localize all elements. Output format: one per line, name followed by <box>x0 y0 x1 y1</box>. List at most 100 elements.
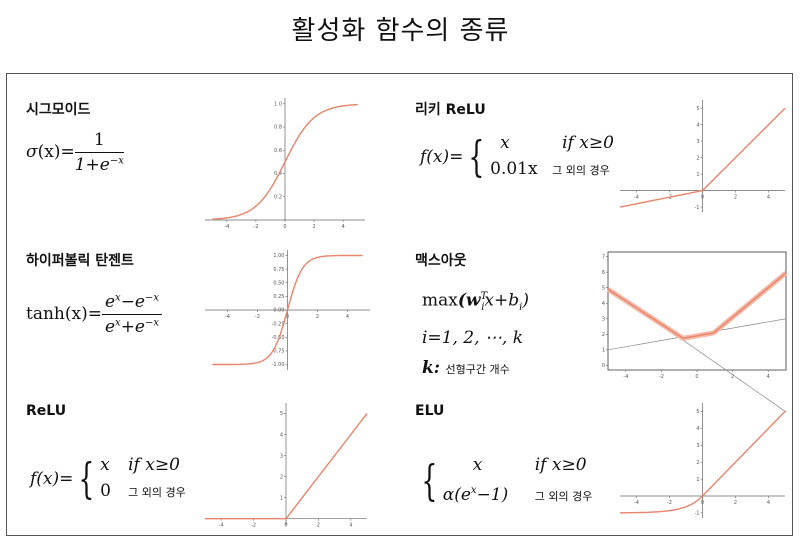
y-tick-label: 5 <box>696 409 699 415</box>
y-tick-label: 5 <box>602 285 605 291</box>
y-tick-label: 1 <box>696 172 699 178</box>
sigmoid-numerator: 1 <box>74 130 124 153</box>
leaky-relu-label: 리키 ReLU <box>415 102 486 118</box>
y-tick-label: 2 <box>696 155 699 161</box>
x-tick-label: -2 <box>667 500 672 506</box>
leaky-relu-curve <box>619 107 786 208</box>
y-tick-label: 3 <box>602 316 605 322</box>
y-tick-label: 1.00 <box>273 253 284 259</box>
maxout-sub: i <box>481 302 485 314</box>
y-tick-label: 5 <box>280 411 283 417</box>
y-tick-label: -1 <box>695 205 700 211</box>
tanh-formula: tanh(x)= ex−e−x ex+e−x <box>26 292 163 337</box>
elu-brace: { <box>421 455 438 505</box>
maxout-label: 맥스아웃 <box>415 253 467 269</box>
leaky-relu-formula: f(x)={ x if x≥0 0.01x 그 외의 경우 <box>420 130 614 184</box>
y-tick-label: 6 <box>602 270 605 276</box>
sigmoid-den-exp: −x <box>109 155 124 167</box>
y-tick-label: -0.25 <box>272 321 285 327</box>
leaky-relu-case2-value: 0.01x <box>490 159 538 179</box>
y-tick-label: 1 <box>696 477 699 483</box>
relu-cases: x if x≥0 0 그 외의 경우 <box>100 452 186 506</box>
y-tick-label: 3 <box>696 139 699 145</box>
x-tick-label: 2 <box>316 314 319 320</box>
plot-frame <box>607 251 787 371</box>
elu-case1-cond: if x≥0 <box>534 455 587 475</box>
leaky-relu-case1-value: x <box>500 133 510 153</box>
x-tick-label: -2 <box>253 224 258 230</box>
leaky-relu-case1-cond: if x≥0 <box>562 133 614 153</box>
sigmoid-den-base: 1+e <box>74 155 110 175</box>
x-tick-label: -4 <box>634 195 639 201</box>
x-tick-label: -4 <box>225 314 230 320</box>
sigmoid-label: 시그모이드 <box>26 102 91 118</box>
sigmoid-formula: σ(x)= 1 1+e−x <box>26 130 124 175</box>
y-tick-label: 3 <box>280 453 283 459</box>
x-tick-label: -4 <box>224 224 229 230</box>
elu-case2-b: −1) <box>476 484 509 505</box>
leaky-relu-case2-cond: 그 외의 경우 <box>552 164 610 177</box>
x-tick-label: 2 <box>312 224 315 230</box>
tanh-den-exp2: −x <box>145 317 160 329</box>
y-tick-label: 2 <box>696 460 699 466</box>
relu-case2-value: 0 <box>100 481 111 501</box>
y-tick-label: 0.50 <box>273 280 284 286</box>
relu-case1-value: x <box>100 455 110 475</box>
elu-curve <box>620 411 786 514</box>
maxout-k-desc: 선형구간 개수 <box>445 363 510 377</box>
tanh-den-a: e <box>104 317 116 337</box>
relu-case1-cond: if x≥0 <box>128 455 180 475</box>
maxout-line1: max(wTix+bi) <box>422 282 529 323</box>
sigmoid-denominator: 1+e−x <box>75 153 124 175</box>
elu-cases: x if x≥0 α(ex−1) 그 외의 경우 <box>443 452 593 510</box>
x-tick-label: -4 <box>634 500 639 506</box>
relu-label: ReLU <box>26 403 67 419</box>
maxout-k: k: <box>422 358 441 379</box>
tanh-fraction: ex−e−x ex+e−x <box>101 292 163 337</box>
leaky-relu-cases: x if x≥0 0.01x 그 외의 경우 <box>490 130 614 184</box>
x-tick-label: 0 <box>701 195 704 201</box>
tanh-label: 하이퍼볼릭 탄젠트 <box>26 253 134 269</box>
y-tick-label: 0.25 <box>273 294 284 300</box>
y-tick-label: -1.00 <box>272 362 285 368</box>
x-tick-label: 4 <box>767 195 770 201</box>
maxout-line2: i=1, 2, ⋯, k <box>422 328 524 349</box>
x-tick-label: -2 <box>251 523 256 529</box>
sigmoid-sigma: σ <box>26 142 38 162</box>
x-tick-label: 4 <box>346 314 349 320</box>
maxout-max: max <box>422 290 458 311</box>
elu-case2-a: α(e <box>442 484 471 505</box>
page-title: 활성화 함수의 종류 <box>291 16 510 46</box>
sigmoid-curve <box>212 103 358 220</box>
sigmoid-fraction: 1 1+e−x <box>74 130 124 175</box>
tanh-denominator: ex+e−x <box>102 315 162 337</box>
x-tick-label: -4 <box>623 374 628 380</box>
y-tick-label: 4 <box>602 301 605 307</box>
tanh-num-exp1: x <box>115 292 121 304</box>
leaky-relu-lhs: f(x)= <box>420 147 464 167</box>
elu-case2-exp: x <box>470 485 477 496</box>
maxout-plot: -4 -2 0 2 4 0 1 2 3 4 5 6 7 <box>602 251 788 413</box>
sigmoid-arg: (x)= <box>37 142 75 162</box>
tanh-func: tanh <box>26 304 65 324</box>
x-tick-label: -2 <box>659 374 664 380</box>
x-tick-label: 2 <box>734 500 737 506</box>
relu-formula: f(x)={ x if x≥0 0 그 외의 경우 <box>30 452 186 506</box>
tanh-curve <box>212 254 363 366</box>
y-tick-label: 4 <box>280 432 283 438</box>
y-tick-label: 5 <box>696 106 699 112</box>
y-tick-label: -0.75 <box>272 349 285 355</box>
x-tick-label: 0 <box>701 500 704 506</box>
maxout-formula: max(wTix+bi) i=1, 2, ⋯, k k: 선형구간 개수 <box>422 282 529 385</box>
x-tick-label: 4 <box>767 374 770 380</box>
y-tick-label: 4 <box>696 122 699 128</box>
relu-plot: -4 -2 0 2 4 1 2 3 4 5 <box>205 403 368 529</box>
tanh-num-exp2: −x <box>145 292 160 304</box>
y-tick-label: 2 <box>280 474 283 480</box>
y-tick-label: 0 <box>602 363 605 369</box>
x-tick-label: 0 <box>283 224 286 230</box>
x-tick-label: 2 <box>317 523 320 529</box>
tanh-plot: -4 -2 0 2 4 -1.00 -0.75 -0.50 -0.25 0.00 0.25 0.50 0… <box>205 250 370 370</box>
y-tick-label: -0.50 <box>272 335 285 341</box>
tanh-num-b: −e <box>120 292 145 312</box>
